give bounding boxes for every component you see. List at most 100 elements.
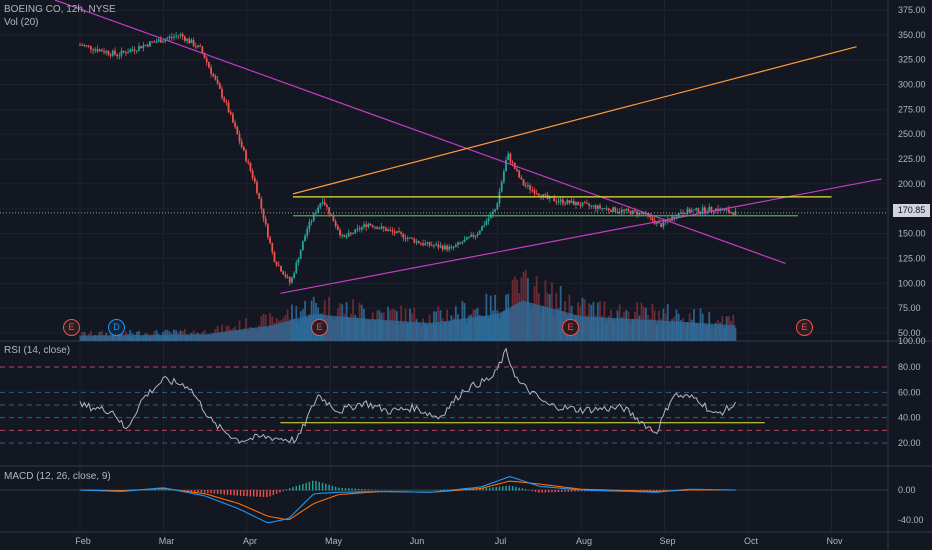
candle-body [614,207,617,212]
candle-body [363,224,365,228]
macd-histogram-bar [236,490,239,496]
macd-histogram-bar [567,490,570,492]
earnings-marker[interactable]: E [562,319,579,336]
candle-body [430,245,433,247]
symbol-title[interactable]: BOEING CO, 12h, NYSE [4,4,116,15]
candle-body [312,213,315,221]
macd-histogram-bar [426,490,429,491]
macd-histogram-bar [213,490,216,494]
price-axis[interactable]: 375.00 350.00 325.00 300.00 275.00 250.00 225.… [75,5,925,546]
candle-body [267,224,269,238]
candle-body [319,203,322,208]
macd-histogram-bar [433,489,435,491]
time-tick-label: Jul [495,536,507,546]
macd-histogram-bar [475,488,478,491]
candle-body [568,200,571,203]
candle-body [275,262,278,266]
candle-body [618,211,621,213]
macd-histogram-bar [239,490,242,496]
candle-body [114,50,116,55]
candle-body [124,52,127,54]
macd-legend: MACD (12, 26, close, 9) [4,471,111,482]
macd-histogram-bar [580,490,583,492]
candle-body [730,212,733,214]
macd-histogram-bar [207,490,209,493]
macd-histogram-bar [151,489,153,491]
candle-body [260,198,263,209]
candle-body [297,258,300,263]
candle-body [336,225,339,230]
candle-body [634,210,636,212]
macd-histogram-bar [269,490,271,497]
dividend-marker[interactable]: D [108,319,125,336]
candle-body [129,49,132,53]
macd-histogram-bar [279,490,281,493]
macd-histogram-bar [302,483,304,491]
candle-body [728,209,730,213]
macd-histogram-bar [734,490,737,491]
macd-histogram-bar [148,489,150,491]
earnings-marker[interactable]: E [311,319,328,336]
macd-histogram-bar [380,490,383,491]
candle-body [350,232,352,234]
candle-body [419,243,422,245]
candle-body [234,122,237,127]
macd-histogram-bar [187,490,189,492]
rsi-tick-label: 40.00 [898,413,921,423]
candle-body [708,206,711,212]
candle-body [658,221,660,224]
candle-body [441,245,444,250]
earnings-marker[interactable]: E [796,319,813,336]
candle-body [144,44,147,46]
candle-body [360,227,363,230]
candle-body [555,201,558,203]
candle-body [212,73,215,77]
price-tick-label: 225.00 [898,154,926,164]
candle-body [149,41,151,47]
candle-body [247,161,250,163]
candle-body [111,50,114,56]
candle-body [544,194,547,196]
candle-body [291,277,293,283]
candle-body [186,38,188,41]
candle-body [601,208,604,210]
macd-line [79,476,736,524]
candle-body [188,38,191,44]
macd-histogram-bar [482,488,484,491]
rsi-legend: RSI (14, close) [4,345,71,356]
candle-body [470,234,473,237]
volume-legend: Vol (20) [4,17,39,28]
macd-histogram-bar [328,484,330,491]
candle-body [454,245,457,248]
candle-body [461,242,464,244]
time-tick-label: Apr [243,536,257,546]
macd-histogram-bar [295,486,298,491]
candle-body [197,45,199,48]
candle-body [90,46,92,50]
time-tick-label: Jun [410,536,425,546]
macd-histogram-bar [246,490,248,497]
candle-body [693,209,695,211]
macd-signal-line [79,480,736,521]
candle-body [118,55,121,57]
earnings-marker[interactable]: E [63,319,80,336]
candle-body [371,225,374,228]
macd-histogram-bar [557,490,560,493]
candle-body [402,233,405,239]
candle-body [435,244,438,246]
macd-histogram-bar [154,489,157,491]
macd-histogram-bar [665,490,668,491]
macd-histogram-bar [544,490,547,493]
candle-body [194,46,197,48]
candle-body [660,223,663,228]
candle-body [236,126,239,135]
macd-histogram-bar [492,487,494,491]
candle-body [107,51,110,55]
candle-body [616,211,619,213]
macd-histogram-bar [515,486,517,491]
candle-body [221,88,223,98]
candle-body [365,224,368,228]
candle-body [450,246,453,248]
